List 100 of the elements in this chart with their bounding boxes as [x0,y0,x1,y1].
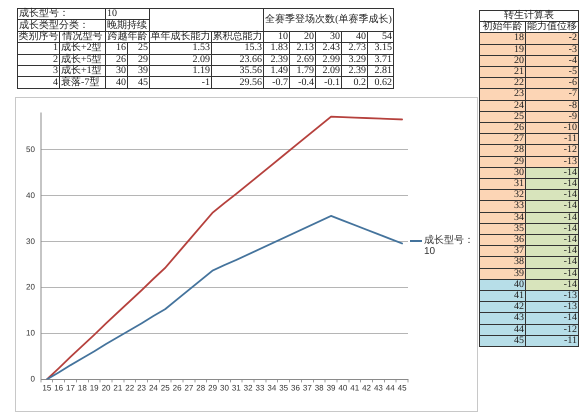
x-tick-label: 24 [148,383,158,392]
text: -12 [526,144,579,157]
text: -12 [526,324,579,336]
x-tick-label: 29 [208,383,218,392]
text: 全赛季登场次数(单赛季成长) [264,9,394,32]
text: -14 [526,178,579,190]
text: 衰落-7型 [60,76,106,89]
text: 40 [342,30,368,44]
text: 2.69 [290,54,316,66]
text: 35.56 [212,65,264,78]
text: 26 [106,54,128,66]
text: -4 [526,54,579,67]
text: -8 [526,100,579,112]
text: -9 [526,110,579,123]
text: 2.39 [264,54,290,66]
text: 2.09 [316,65,342,78]
text: -11 [526,334,579,347]
text: -13 [526,156,579,168]
text: 19 [480,44,526,56]
text: 24 [480,100,526,112]
x-tick-label: 45 [398,383,408,392]
text: -14 [526,278,579,291]
y-tick-label: 50 [26,144,36,154]
text: 晚期持续 [106,20,150,32]
text: -13 [526,290,579,302]
text: -6 [526,77,579,90]
text: -0.4 [290,76,316,89]
text: 情况型号 [60,30,106,44]
text: 40 [480,278,526,291]
text: -14 [526,222,579,235]
x-tick-label: 32 [244,383,254,392]
text: 23.66 [212,54,264,66]
text: 39 [128,65,150,78]
text: 41 [480,290,526,302]
text: -14 [526,312,579,325]
text: 40 [106,76,128,89]
x-tick-label: 33 [256,383,265,392]
text: 37 [480,245,526,258]
text: 39 [480,268,526,280]
text: 跨越年龄 [106,30,150,44]
text: 30 [480,166,526,179]
text: 22 [480,77,526,90]
text: 33 [480,200,526,213]
text: 1.79 [290,65,316,78]
x-tick-label: 20 [102,383,112,392]
x-tick-label: 19 [90,383,100,392]
x-tick-label: 44 [386,383,396,392]
text: 2.13 [290,42,316,55]
text: -7 [526,88,579,101]
text: 18 [480,32,526,45]
text: 1.19 [150,65,212,78]
text: 23 [480,88,526,101]
text: 15.3 [212,42,264,55]
text: 35 [480,222,526,235]
x-tick-label: 17 [66,383,76,392]
text: 45 [128,76,150,89]
text: 成长+5型 [60,54,106,66]
text: 30 [106,65,128,78]
text: 类别序号 [18,30,60,44]
text: 3.71 [368,54,394,66]
x-tick-label: 30 [220,383,230,392]
text: 31 [480,178,526,190]
x-tick-label: 42 [362,383,372,392]
text: 21 [480,66,526,78]
text: 34 [480,212,526,224]
text: 30 [316,30,342,44]
text: 2.81 [368,65,394,78]
text: 成长+2型 [60,42,106,55]
text: -14 [526,234,579,246]
text: 成长型号： [18,8,106,20]
text: 0.62 [368,76,394,89]
text: 29 [128,54,150,66]
x-tick-label: 35 [279,383,289,392]
x-tick-label: 22 [125,383,135,392]
text: 能力值位移 [526,21,579,34]
x-tick-label: 26 [172,383,182,392]
y-tick-label: 10 [26,328,36,338]
y-tick-label: 20 [26,282,36,292]
x-tick-label: 34 [267,383,277,392]
text: 10 [264,30,290,44]
text: 1.49 [264,65,290,78]
legend-label: 成长型号：10 [424,235,475,258]
text: 0.2 [342,76,368,89]
text: 单年成长能力 [150,30,212,44]
text: -14 [526,256,579,269]
text: 28 [480,144,526,157]
text: 20 [480,54,526,67]
text: 20 [290,30,316,44]
y-tick-label: 40 [26,190,36,200]
text: 2.99 [316,54,342,66]
text: 3.29 [342,54,368,66]
text: 43 [480,312,526,325]
text: 3.15 [368,42,394,55]
text: 1.53 [150,42,212,55]
text: 25 [480,110,526,123]
y-tick-label: 0 [30,374,36,384]
text: 26 [480,122,526,134]
text: 42 [480,301,526,314]
text: 27 [480,133,526,146]
text: 44 [480,324,526,336]
